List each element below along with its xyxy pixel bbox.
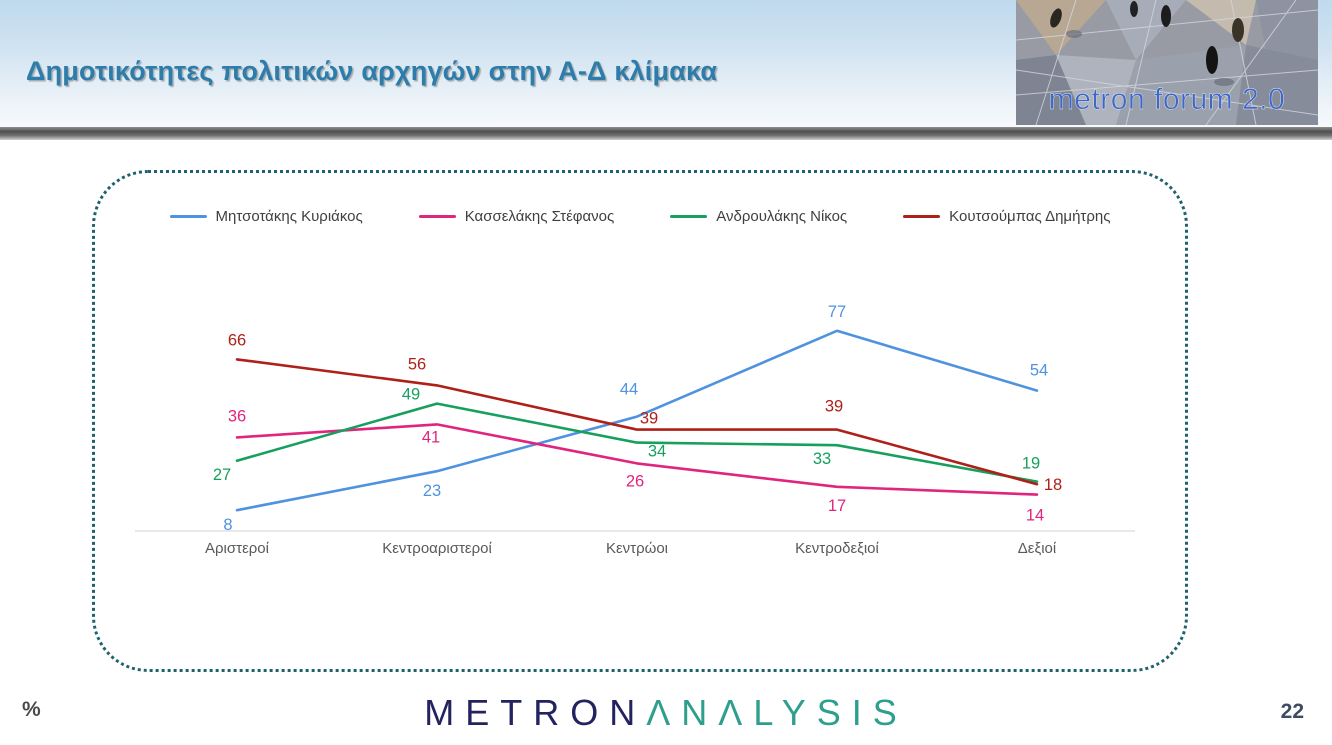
data-label: 77 — [828, 303, 846, 321]
data-label: 19 — [1022, 455, 1040, 473]
series-line-2 — [235, 402, 1039, 483]
x-axis-label: Δεξιοί — [1018, 540, 1057, 557]
data-label: 44 — [620, 381, 638, 399]
legend-label: Ανδρουλάκης Νίκος — [716, 208, 848, 225]
data-label: 27 — [213, 466, 231, 484]
chart-legend: Μητσοτάκης Κυριάκος Κασσελάκης Στέφανος Αν… — [92, 208, 1188, 225]
data-label: 26 — [626, 472, 644, 490]
page-title: Δημοτικότητες πολιτικών αρχηγών στην Α-Δ… — [26, 56, 718, 86]
legend-item: Κασσελάκης Στέφανος — [418, 208, 615, 225]
legend-label: Κασσελάκης Στέφανος — [464, 208, 615, 225]
legend-item: Μητσοτάκης Κυριάκος — [169, 208, 363, 225]
legend-item: Κουτσούμπας Δημήτρης — [903, 208, 1110, 225]
data-label: 36 — [228, 407, 246, 425]
data-label: 39 — [825, 398, 843, 416]
data-label: 66 — [228, 331, 246, 349]
data-label: 17 — [828, 497, 846, 515]
data-label: 8 — [223, 516, 232, 534]
legend-label: Κουτσούμπας Δημήτρης — [949, 208, 1111, 225]
series-line-1 — [235, 423, 1039, 496]
data-label: 41 — [422, 428, 440, 446]
legend-swatch-line — [169, 215, 207, 218]
legend-item: Ανδρουλάκης Νίκος — [670, 208, 847, 225]
series-line-3 — [235, 358, 1039, 486]
legend-swatch-line — [418, 215, 456, 218]
legend-label: Μητσοτάκης Κυριάκος — [215, 208, 363, 225]
data-label: 34 — [648, 443, 666, 461]
x-axis-label: Κεντροδεξιοί — [795, 540, 879, 557]
data-label: 18 — [1044, 476, 1062, 494]
x-axis-label: Αριστεροί — [205, 540, 270, 557]
pedestrian-silhouettes — [1050, 1, 1244, 86]
logo-analysis-part: ΛNΛLYSIS — [646, 692, 908, 733]
metron-forum-badge-text: metron forum 2.0 — [1049, 83, 1285, 116]
legend-swatch-line — [903, 215, 941, 218]
page-number: 22 — [1280, 700, 1304, 723]
logo-metron-part: METRON — [424, 692, 647, 733]
data-label: 49 — [402, 386, 420, 404]
data-label: 23 — [423, 482, 441, 500]
data-label: 33 — [813, 450, 831, 468]
x-axis-label: Κεντρώοι — [606, 540, 668, 557]
line-chart: 8 23 44 77 54 36 41 26 17 14 27 49 34 33 19 66 56 39 39 18 Α… — [135, 303, 1135, 557]
header-divider-bar — [0, 127, 1332, 140]
x-axis-label: Κεντροαριστεροί — [382, 540, 492, 557]
chart-panel-border — [92, 170, 1188, 672]
metron-forum-photo: metron forum 2.0 — [1016, 0, 1318, 125]
unit-percent-label: % — [22, 698, 41, 721]
legend-swatch-line — [670, 215, 708, 218]
series-line-0 — [235, 329, 1039, 512]
data-label: 39 — [640, 410, 658, 428]
data-label: 56 — [408, 355, 426, 373]
data-label: 54 — [1030, 362, 1048, 380]
metron-analysis-logo: METRONΛNΛLYSIS — [0, 692, 1332, 734]
data-label: 14 — [1026, 507, 1044, 525]
